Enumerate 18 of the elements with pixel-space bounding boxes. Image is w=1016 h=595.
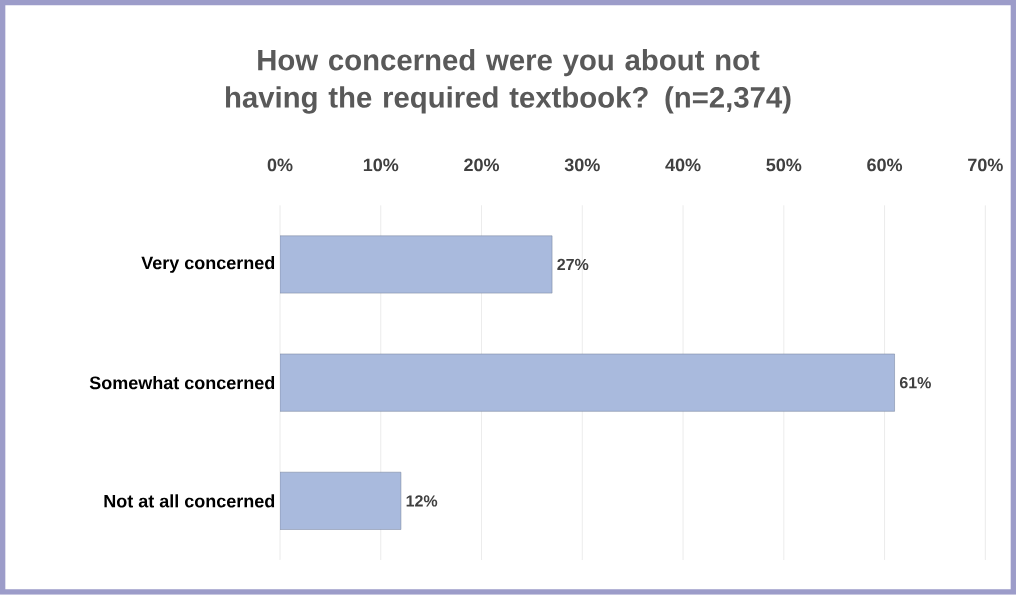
y-tick-label: Somewhat concerned xyxy=(89,376,275,390)
chart-title: How concerned were you about not having the required textbook? (n=2,374) xyxy=(226,49,791,114)
x-tick-label: 30% xyxy=(564,158,600,172)
x-tick-label: 60% xyxy=(867,158,903,172)
y-tick-label: Not at all concerned xyxy=(104,494,275,508)
x-tick-label: 70% xyxy=(968,158,1003,172)
data-label: 12% xyxy=(406,495,438,507)
x-tick-label: 10% xyxy=(363,158,399,172)
x-tick-label: 50% xyxy=(766,158,802,172)
bar xyxy=(280,235,553,294)
bar xyxy=(280,472,402,530)
x-tick-label: 20% xyxy=(464,158,500,172)
bar xyxy=(280,353,895,412)
data-label: 27% xyxy=(557,258,589,271)
x-tick-label: 40% xyxy=(665,158,701,172)
x-tick-label: 0% xyxy=(267,158,293,172)
y-tick-label: Very concerned xyxy=(141,256,275,274)
data-label: 61% xyxy=(899,377,931,389)
